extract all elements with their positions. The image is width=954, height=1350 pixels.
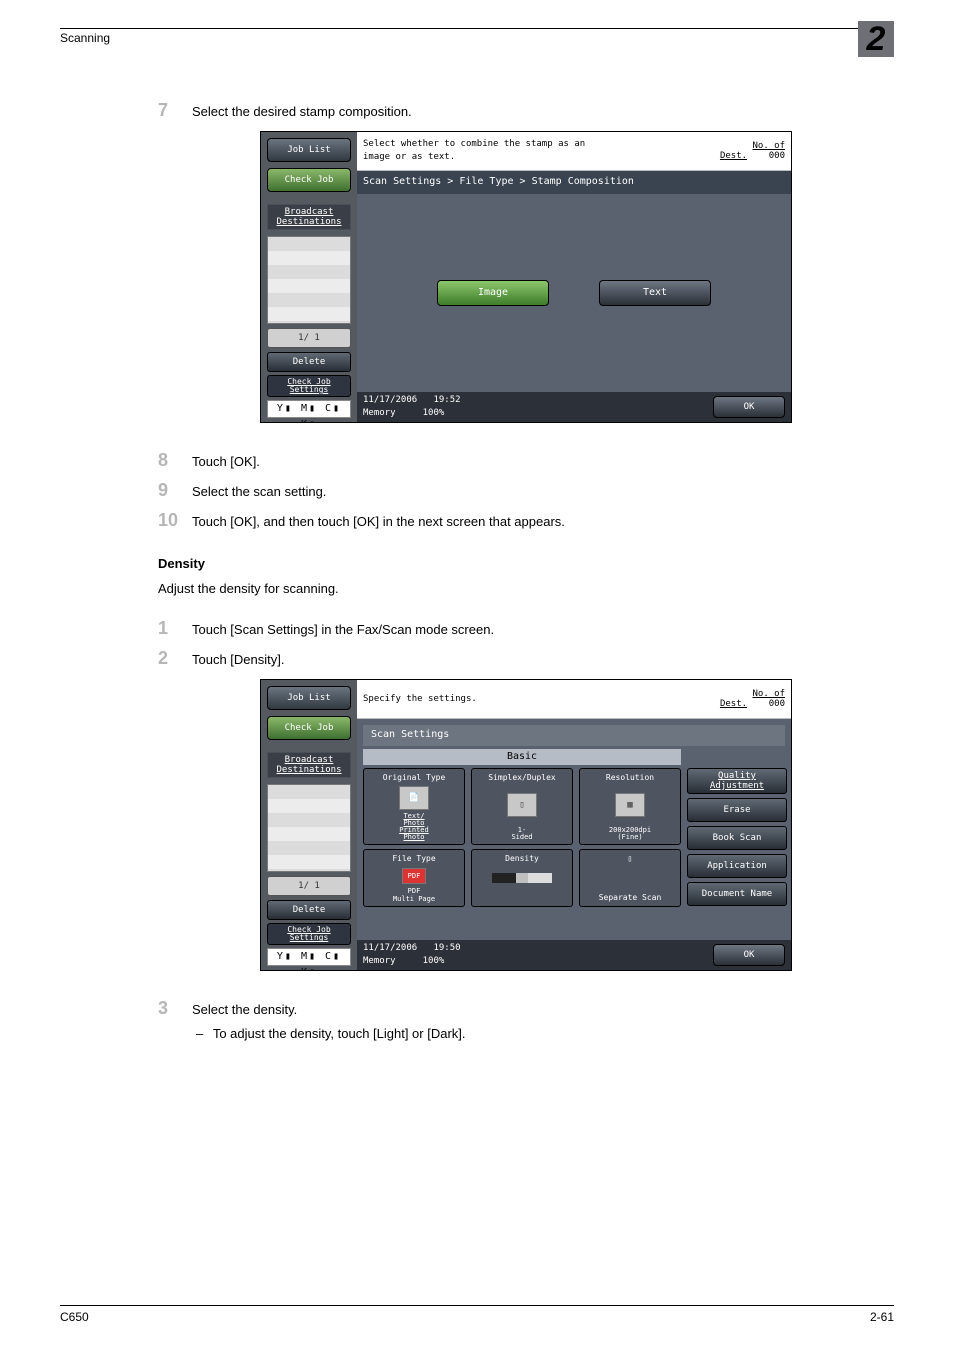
check-job-settings-button[interactable]: Check Job Settings [267, 923, 351, 945]
density-indicator [492, 873, 552, 883]
step-number: 1 [158, 615, 192, 641]
step-number: 8 [158, 447, 192, 473]
step-text: Touch [Scan Settings] in the Fax/Scan mo… [192, 621, 494, 640]
resolution-icon: ▦ [615, 793, 645, 817]
erase-button[interactable]: Erase [687, 798, 787, 822]
step-d3: 3 Select the density. [158, 995, 894, 1021]
check-job-settings-button[interactable]: Check Job Settings [267, 375, 351, 397]
check-job-button[interactable]: Check Job [267, 716, 351, 740]
image-button[interactable]: Image [437, 280, 549, 306]
document-name-button[interactable]: Document Name [687, 882, 787, 906]
original-type-button[interactable]: Original Type 📄 Text/ Photo Printed Phot… [363, 768, 465, 846]
step-number: 9 [158, 477, 192, 503]
simplex-duplex-button[interactable]: Simplex/Duplex ▯ 1- Sided [471, 768, 573, 846]
page-header: Scanning 2 [60, 28, 894, 57]
step-text: Touch [Density]. [192, 651, 285, 670]
job-list-button[interactable]: Job List [267, 686, 351, 710]
book-scan-button[interactable]: Book Scan [687, 826, 787, 850]
step-7: 7 Select the desired stamp composition. [158, 97, 894, 123]
step-text: Touch [OK]. [192, 453, 260, 472]
step-d3-bullet: To adjust the density, touch [Light] or … [192, 1025, 894, 1044]
step-d2: 2 Touch [Density]. [158, 645, 894, 671]
step-text: Select the density. [192, 1001, 297, 1020]
application-button[interactable]: Application [687, 854, 787, 878]
status-datetime: 11/17/2006 19:50 Memory 100% [363, 942, 461, 968]
screenshot-stamp-composition: Job List Check Job Broadcast Destination… [260, 131, 792, 423]
screenshot-scan-settings: Job List Check Job Broadcast Destination… [260, 679, 792, 971]
density-heading: Density [158, 555, 894, 574]
chapter-number: 2 [858, 21, 894, 57]
step-text: Touch [OK], and then touch [OK] in the n… [192, 513, 565, 532]
broadcast-destinations-label: Broadcast Destinations [267, 204, 351, 230]
pdf-icon: PDF [402, 868, 426, 884]
step-10: 10 Touch [OK], and then touch [OK] in th… [158, 507, 894, 533]
density-button[interactable]: Density [471, 849, 573, 907]
quality-adjustment-button[interactable]: Quality Adjustment [687, 768, 787, 794]
step-text: Select the desired stamp composition. [192, 103, 412, 122]
status-datetime: 11/17/2006 19:52 Memory 100% [363, 394, 461, 420]
job-list-button[interactable]: Job List [267, 138, 351, 162]
delete-button[interactable]: Delete [267, 352, 351, 372]
step-d1: 1 Touch [Scan Settings] in the Fax/Scan … [158, 615, 894, 641]
pager: 1/ 1 [267, 328, 351, 348]
instruction-text: Specify the settings. [363, 693, 477, 706]
separate-scan-button[interactable]: ▯ Separate Scan [579, 849, 681, 907]
pager: 1/ 1 [267, 876, 351, 896]
text-button[interactable]: Text [599, 280, 711, 306]
step-8: 8 Touch [OK]. [158, 447, 894, 473]
ok-button[interactable]: OK [713, 396, 785, 418]
resolution-button[interactable]: Resolution ▦ 200x200dpi (Fine) [579, 768, 681, 846]
broadcast-destinations-label: Broadcast Destinations [267, 752, 351, 778]
step-9: 9 Select the scan setting. [158, 477, 894, 503]
instruction-text: Select whether to combine the stamp as a… [363, 138, 585, 164]
breadcrumb: Scan Settings > File Type > Stamp Compos… [357, 171, 791, 194]
density-intro: Adjust the density for scanning. [158, 580, 894, 599]
dest-count: 000 [769, 699, 785, 709]
ok-button[interactable]: OK [713, 944, 785, 966]
separate-scan-icon: ▯ [619, 853, 641, 879]
step-number: 10 [158, 507, 192, 533]
toner-indicator: Y▮ M▮ C▮ K▮ [267, 948, 351, 966]
file-type-button[interactable]: File Type PDF PDF Multi Page [363, 849, 465, 907]
original-type-icon: 📄 [399, 786, 429, 810]
check-job-button[interactable]: Check Job [267, 168, 351, 192]
toner-indicator: Y▮ M▮ C▮ K▮ [267, 400, 351, 418]
destination-list [267, 236, 351, 324]
step-number: 3 [158, 995, 192, 1021]
destination-list [267, 784, 351, 872]
step-number: 2 [158, 645, 192, 671]
simplex-icon: ▯ [507, 793, 537, 817]
scan-settings-tab[interactable]: Scan Settings [363, 725, 785, 746]
delete-button[interactable]: Delete [267, 900, 351, 920]
step-text: Select the scan setting. [192, 483, 326, 502]
basic-tab[interactable]: Basic [363, 749, 681, 765]
dest-count: 000 [769, 151, 785, 161]
step-number: 7 [158, 97, 192, 123]
footer-model: C650 [60, 1310, 89, 1324]
page-footer: C650 2-61 [60, 1305, 894, 1324]
section-title: Scanning [60, 31, 110, 45]
footer-page: 2-61 [870, 1310, 894, 1324]
